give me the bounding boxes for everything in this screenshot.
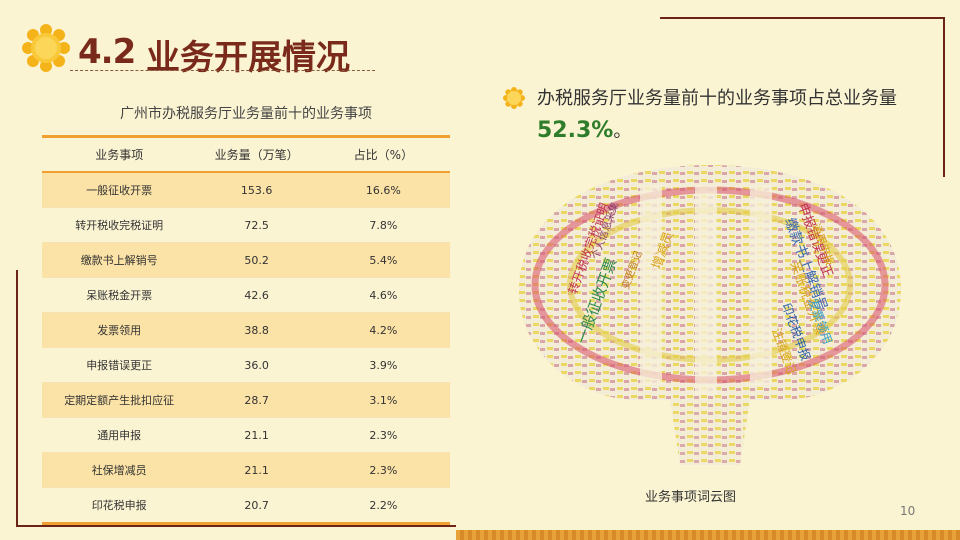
summary-lead: 办税服务厅业务量前十的业务事项占总业务量: [537, 88, 897, 109]
summary-end: 。: [613, 121, 632, 142]
wordcloud-caption: 业务事项词云图: [645, 490, 737, 505]
bottom-decorative-bar: [456, 530, 960, 540]
frame-right-line: [943, 17, 945, 177]
cell-volume: 28.7: [196, 382, 317, 418]
section-title: 业务开展情况: [146, 38, 350, 78]
sun-flower-icon: [22, 24, 70, 72]
cell-item: 印花税申报: [42, 487, 197, 525]
cell-share: 3.9%: [316, 347, 450, 383]
header-volume: 业务量（万笔）: [196, 135, 317, 173]
cell-item: 一般征收开票: [42, 172, 197, 208]
cell-volume: 72.5: [196, 207, 317, 243]
frame-top-line: [660, 17, 945, 19]
table-row: 印花税申报 20.7 2.2%: [42, 487, 450, 525]
table-row: 申报错误更正 36.0 3.9%: [42, 347, 450, 383]
cell-item: 通用申报: [42, 417, 197, 453]
summary-percent: 52.3%: [537, 118, 614, 143]
cell-volume: 21.1: [196, 417, 317, 453]
cell-share: 4.6%: [316, 277, 450, 313]
cell-volume: 38.8: [196, 312, 317, 348]
cell-share: 4.2%: [316, 312, 450, 348]
table-row: 呆账税金开票 42.6 4.6%: [42, 277, 450, 313]
header-item: 业务事项: [42, 135, 197, 173]
cell-share: 3.1%: [316, 382, 450, 418]
cell-volume: 50.2: [196, 242, 317, 278]
summary-text: 办税服务厅业务量前十的业务事项占总业务量 52.3%。: [537, 83, 917, 148]
cell-item: 发票领用: [42, 312, 197, 348]
table-row: 发票领用 38.8 4.2%: [42, 312, 450, 348]
cell-item: 转开税收完税证明: [42, 207, 197, 243]
table-header-row: 业务事项 业务量（万笔） 占比（%）: [42, 135, 450, 173]
title-underline: [70, 70, 375, 71]
word-cloud-image: 一般征收开票 转开税收完税证明 缴款书上解销号 呆账税金开票 发票领用 申报错误…: [518, 165, 902, 465]
cell-volume: 153.6: [196, 172, 317, 208]
cell-item: 申报错误更正: [42, 347, 197, 383]
cell-share: 2.2%: [316, 487, 450, 525]
cell-share: 2.3%: [316, 452, 450, 488]
cell-volume: 42.6: [196, 277, 317, 313]
page-number: 10: [900, 504, 916, 518]
cell-share: 16.6%: [316, 172, 450, 208]
cell-item: 社保增减员: [42, 452, 197, 488]
cell-item: 缴款书上解销号: [42, 242, 197, 278]
cell-item: 定期定额产生批扣应征: [42, 382, 197, 418]
table-row: 社保增减员 21.1 2.3%: [42, 452, 450, 488]
bullet-flower-icon: [503, 87, 525, 109]
header-share: 占比（%）: [316, 135, 450, 173]
cell-volume: 21.1: [196, 452, 317, 488]
frame-left-line: [16, 270, 18, 527]
table-row: 通用申报 21.1 2.3%: [42, 417, 450, 453]
business-table: 业务事项 业务量（万笔） 占比（%） 一般征收开票 153.6 16.6% 转开税收…: [42, 135, 450, 525]
cell-share: 5.4%: [316, 242, 450, 278]
table-title: 广州市办税服务厅业务量前十的业务事项: [120, 106, 372, 122]
table-row: 一般征收开票 153.6 16.6%: [42, 172, 450, 208]
cell-share: 7.8%: [316, 207, 450, 243]
table-row: 缴款书上解销号 50.2 5.4%: [42, 242, 450, 278]
cell-volume: 36.0: [196, 347, 317, 383]
section-number: 4.2: [78, 32, 136, 72]
frame-bottom-line: [16, 525, 456, 527]
table-row: 转开税收完税证明 72.5 7.8%: [42, 207, 450, 243]
cell-volume: 20.7: [196, 487, 317, 525]
cell-item: 呆账税金开票: [42, 277, 197, 313]
cell-share: 2.3%: [316, 417, 450, 453]
table-row: 定期定额产生批扣应征 28.7 3.1%: [42, 382, 450, 418]
